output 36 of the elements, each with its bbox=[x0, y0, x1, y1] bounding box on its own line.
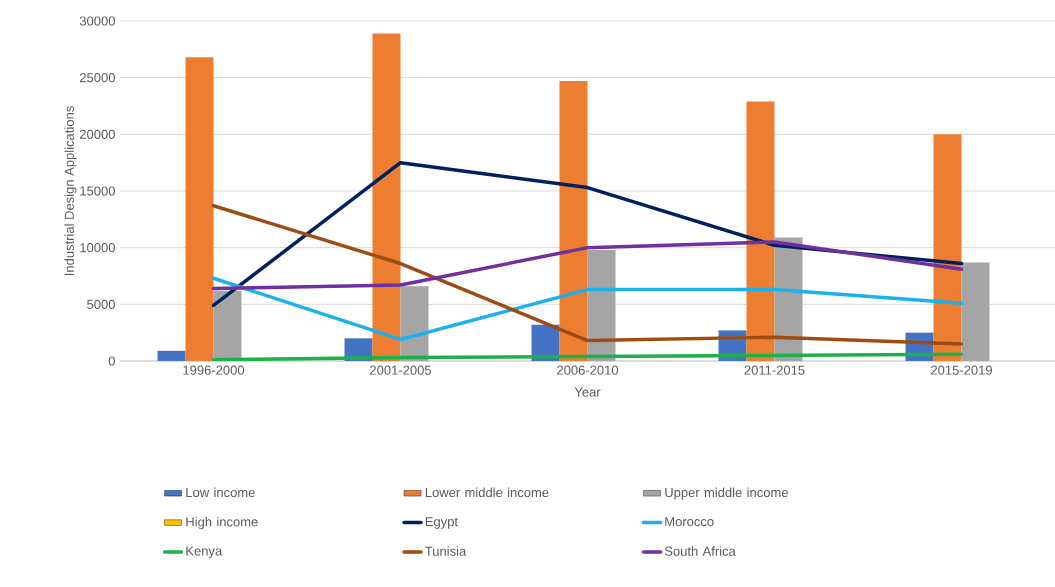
line-series bbox=[211, 203, 964, 346]
legend-label: Kenya bbox=[186, 546, 223, 559]
y-tick-label: 30000 bbox=[79, 16, 115, 26]
bar bbox=[746, 101, 775, 361]
y-tick-label: 15000 bbox=[80, 186, 115, 196]
y-tick-label: 25000 bbox=[79, 73, 115, 83]
line-series bbox=[211, 276, 964, 342]
legend-label: South Africa bbox=[664, 546, 736, 556]
bar bbox=[372, 33, 401, 361]
x-tick-label: 2011-2015 bbox=[744, 365, 805, 375]
x-tick-label: 2015-2019 bbox=[931, 365, 992, 375]
bar bbox=[587, 249, 616, 361]
y-tick-label: 5000 bbox=[87, 299, 115, 309]
bar bbox=[400, 286, 429, 361]
bar bbox=[185, 57, 214, 361]
legend-label: Egypt bbox=[425, 517, 458, 529]
x-tick-label: 1996-2000 bbox=[183, 365, 245, 375]
x-axis-title: Year bbox=[574, 387, 601, 397]
bar bbox=[213, 290, 242, 361]
bar bbox=[961, 262, 990, 361]
y-tick-label: 0 bbox=[108, 356, 115, 366]
y-tick-label: 20000 bbox=[79, 129, 115, 139]
y-tick-label: 10000 bbox=[80, 243, 115, 253]
x-tick-label: 2006-2010 bbox=[557, 365, 619, 375]
legend-label: Lower middle income bbox=[425, 487, 549, 498]
legend-label: Morocco bbox=[665, 517, 714, 527]
bar bbox=[559, 81, 588, 361]
x-tick-label: 2001-2005 bbox=[370, 365, 432, 375]
bar bbox=[933, 134, 962, 361]
legend-label: Upper middle income bbox=[665, 487, 788, 500]
y-axis-title: Industrial Design Applications bbox=[64, 106, 77, 276]
bar bbox=[157, 350, 186, 361]
line-series bbox=[211, 240, 964, 291]
legend-label: Tunisia bbox=[425, 546, 467, 556]
legend-label: High income bbox=[186, 516, 258, 530]
legend-label: Low income bbox=[186, 487, 255, 498]
